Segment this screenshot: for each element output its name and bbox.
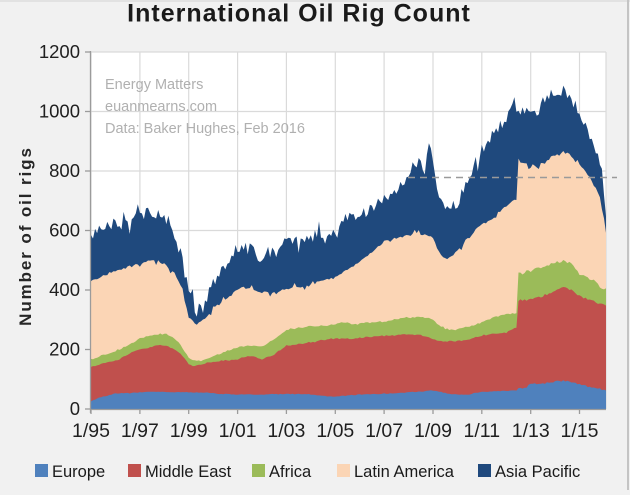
svg-text:Data: Baker Hughes, Feb 2016: Data: Baker Hughes, Feb 2016: [105, 121, 305, 137]
svg-text:1/07: 1/07: [365, 420, 403, 442]
svg-text:1/11: 1/11: [464, 420, 501, 442]
svg-text:0: 0: [70, 398, 80, 419]
svg-text:1/01: 1/01: [219, 420, 257, 442]
svg-text:1/03: 1/03: [267, 420, 305, 442]
svg-text:1/09: 1/09: [414, 420, 452, 442]
svg-text:Asia Pacific: Asia Pacific: [495, 463, 580, 481]
svg-text:Europe: Europe: [52, 463, 105, 481]
svg-text:400: 400: [49, 279, 80, 300]
svg-text:1/97: 1/97: [121, 420, 159, 442]
svg-text:1/05: 1/05: [316, 420, 354, 442]
svg-text:600: 600: [49, 220, 80, 241]
svg-text:Energy Matters: Energy Matters: [105, 77, 203, 93]
svg-text:Africa: Africa: [269, 463, 312, 481]
svg-text:Latin America: Latin America: [354, 463, 455, 481]
svg-text:1/15: 1/15: [561, 420, 599, 442]
svg-text:euanmearns.com: euanmearns.com: [105, 99, 217, 115]
svg-text:800: 800: [49, 160, 80, 181]
svg-text:International Oil Rig Count: International Oil Rig Count: [127, 0, 471, 28]
svg-text:200: 200: [49, 339, 80, 360]
svg-text:Number of oil rigs: Number of oil rigs: [16, 146, 35, 326]
svg-text:1/95: 1/95: [72, 420, 110, 442]
svg-text:1000: 1000: [39, 101, 80, 122]
svg-text:1/13: 1/13: [512, 420, 550, 442]
svg-text:1/99: 1/99: [170, 420, 208, 442]
svg-text:Middle East: Middle East: [145, 463, 232, 481]
svg-text:1200: 1200: [39, 41, 80, 62]
